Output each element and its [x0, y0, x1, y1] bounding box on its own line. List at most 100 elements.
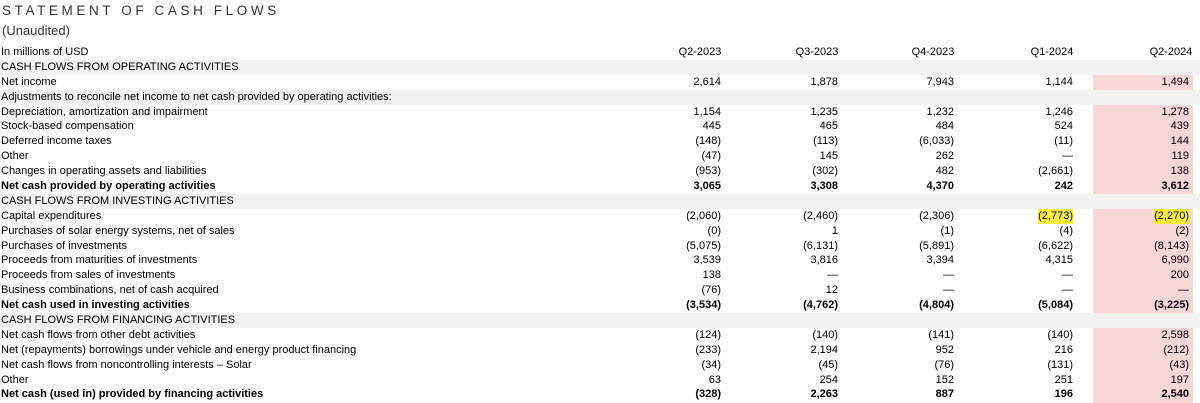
- value-cell: 2,263: [810, 388, 838, 401]
- value-cell: (328): [695, 388, 721, 401]
- value-cell: (5,891): [919, 239, 954, 252]
- total-row: Net cash provided by operating activitie…: [0, 179, 1200, 194]
- period-header: Q1-2024: [1030, 46, 1074, 58]
- value-cell: 484: [935, 120, 954, 133]
- row-label: Net cash flows from noncontrolling inter…: [1, 358, 252, 371]
- value-cell: 1,154: [693, 105, 721, 118]
- value-cell: (131): [1047, 358, 1073, 371]
- value-cell: 138: [1170, 165, 1189, 178]
- table-row: Proceeds from maturities of investments 3…: [0, 253, 1200, 268]
- value-cell: 196: [1054, 388, 1073, 401]
- units-label: In millions of USD: [1, 46, 89, 58]
- value-cell: (113): [813, 135, 838, 148]
- value-cell: 262: [935, 150, 954, 163]
- value-cell: 251: [1054, 373, 1073, 386]
- period-header: Q4-2023: [911, 46, 955, 58]
- value-cell: —: [943, 284, 954, 297]
- value-cell: (34): [701, 358, 721, 371]
- row-label: Purchases of investments: [1, 239, 127, 252]
- table-row: Purchases of solar energy systems, net o…: [0, 224, 1200, 239]
- section-header-row: CASH FLOWS FROM OPERATING ACTIVITIES: [0, 59, 1200, 75]
- row-label: Purchases of solar energy systems, net o…: [1, 224, 235, 237]
- value-cell: 254: [819, 373, 838, 386]
- value-cell: (6,033): [919, 135, 954, 148]
- row-label: Depreciation, amortization and impairmen…: [1, 105, 208, 118]
- table-row: Changes in operating assets and liabilit…: [0, 164, 1200, 179]
- period-header: Q2-2024: [1149, 46, 1193, 58]
- value-cell: (140): [812, 328, 838, 341]
- value-cell: 445: [702, 120, 721, 133]
- value-cell: 7,943: [926, 75, 954, 88]
- value-cell: (11): [1054, 135, 1073, 148]
- value-cell: —: [1062, 284, 1073, 297]
- value-cell: 1,232: [926, 105, 954, 118]
- table-row: Net cash flows from noncontrolling inter…: [0, 358, 1200, 373]
- table-body: CASH FLOWS FROM OPERATING ACTIVITIES Net …: [0, 59, 1200, 402]
- row-label: Net cash (used in) provided by financing…: [1, 388, 264, 401]
- value-cell: (6,131): [803, 239, 838, 252]
- period-header: Q2-2023: [678, 46, 722, 58]
- value-cell: (45): [818, 358, 838, 371]
- row-label: Adjustments to reconcile net income to n…: [1, 90, 392, 103]
- value-cell: (302): [812, 165, 838, 178]
- total-row: Net cash used in investing activities (3,…: [0, 298, 1200, 313]
- row-label: Stock-based compensation: [1, 120, 134, 133]
- value-cell: 1,246: [1045, 105, 1073, 118]
- table-row: Stock-based compensation 445 465 484 524 439: [0, 119, 1200, 134]
- value-cell: —: [827, 269, 838, 282]
- row-label: Net cash provided by operating activitie…: [1, 180, 216, 193]
- row-label: CASH FLOWS FROM INVESTING ACTIVITIES: [1, 194, 234, 207]
- value-cell: (8,143): [1154, 239, 1189, 252]
- value-cell: (148): [695, 135, 721, 148]
- value-cell: (0): [707, 224, 721, 237]
- row-label: Net (repayments) borrowings under vehicl…: [1, 343, 357, 356]
- value-cell: (124): [695, 328, 721, 341]
- row-label: CASH FLOWS FROM OPERATING ACTIVITIES: [1, 60, 239, 73]
- value-cell: (3,225): [1154, 299, 1189, 312]
- value-cell: 3,065: [693, 180, 721, 193]
- row-label: Proceeds from maturities of investments: [1, 254, 198, 267]
- statement-title: STATEMENT OF CASH FLOWS: [2, 3, 280, 18]
- value-cell: (212): [1163, 343, 1189, 356]
- row-label: Net income: [1, 75, 57, 88]
- row-label: Capital expenditures: [1, 209, 102, 222]
- value-cell: 2,194: [810, 343, 838, 356]
- value-cell: 4,315: [1045, 254, 1073, 267]
- value-cell: 6,990: [1161, 254, 1189, 267]
- value-cell: 952: [935, 343, 954, 356]
- value-cell: 119: [1171, 150, 1189, 163]
- value-cell: (43): [1169, 358, 1189, 371]
- value-cell: (5,075): [686, 239, 721, 252]
- row-label: CASH FLOWS FROM FINANCING ACTIVITIES: [1, 314, 236, 327]
- value-cell: (76): [701, 284, 721, 297]
- total-row: Net cash (used in) provided by financing…: [0, 387, 1200, 402]
- value-cell: 200: [1170, 269, 1189, 282]
- table-row: Net (repayments) borrowings under vehicl…: [0, 343, 1200, 358]
- column-header-row: In millions of USD Q2-2023 Q3-2023 Q4-20…: [0, 45, 1200, 60]
- table-row: Proceeds from sales of investments 138 — — —…: [0, 268, 1200, 283]
- value-cell: (4,804): [919, 299, 954, 312]
- table-row: Purchases of investments (5,075) (6,131) (5…: [0, 239, 1200, 254]
- value-cell: (140): [1047, 328, 1073, 341]
- row-label: Changes in operating assets and liabilit…: [1, 165, 207, 178]
- value-cell: 242: [1054, 180, 1073, 193]
- value-cell: 524: [1054, 120, 1073, 133]
- value-cell: 3,612: [1161, 180, 1189, 193]
- value-cell: 2,614: [693, 75, 721, 88]
- value-cell: 138: [702, 269, 721, 282]
- row-label: Other: [1, 150, 29, 163]
- value-cell: 1,144: [1045, 75, 1073, 88]
- value-cell: 3,816: [810, 254, 838, 267]
- value-cell: 4,370: [926, 180, 954, 193]
- value-cell: 465: [819, 120, 838, 133]
- value-cell: 216: [1054, 343, 1073, 356]
- value-cell: (2,661): [1038, 165, 1073, 178]
- value-cell: 2,540: [1161, 388, 1189, 401]
- value-cell: (1): [940, 224, 954, 237]
- value-cell: (141): [928, 328, 954, 341]
- value-cell: 197: [1170, 373, 1189, 386]
- row-label: Deferred income taxes: [1, 135, 112, 148]
- value-cell: (953): [695, 165, 721, 178]
- value-cell: —: [1062, 269, 1073, 282]
- value-cell: 1,878: [810, 75, 838, 88]
